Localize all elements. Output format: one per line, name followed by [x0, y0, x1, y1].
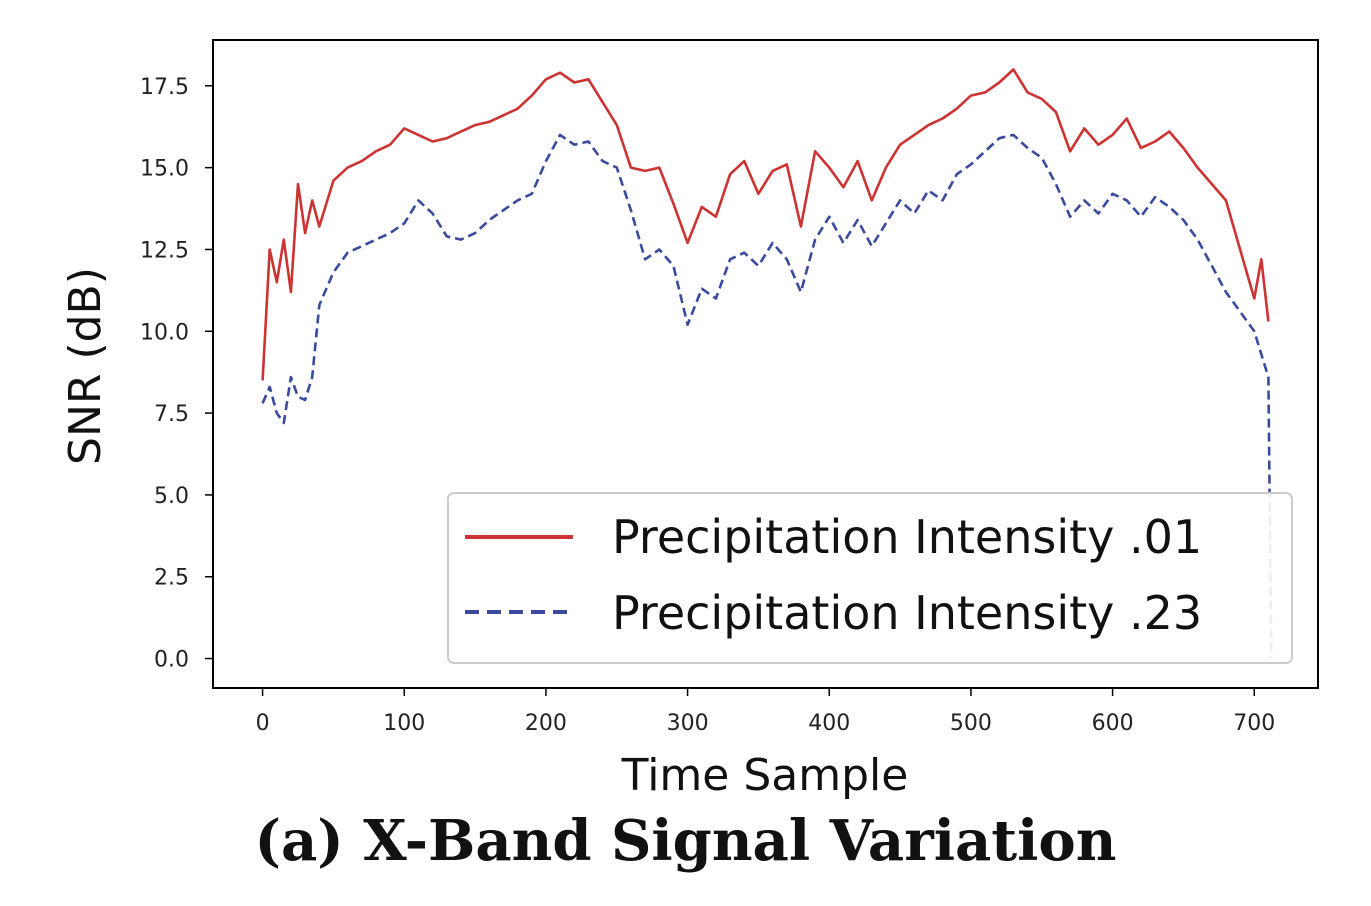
x-tick-label: 500 [950, 711, 992, 736]
x-tick-label: 100 [383, 711, 425, 736]
y-tick-label: 0.0 [154, 648, 189, 673]
y-tick-label: 7.5 [154, 402, 189, 427]
x-tick-label: 400 [808, 711, 850, 736]
y-tick-label: 2.5 [154, 566, 189, 591]
y-tick-label: 15.0 [140, 157, 189, 182]
y-tick-label: 12.5 [140, 238, 189, 263]
y-tick-label: 10.0 [140, 320, 189, 345]
y-tick-label: 17.5 [140, 75, 189, 100]
x-tick-label: 700 [1233, 711, 1275, 736]
x-tick-label: 300 [667, 711, 709, 736]
y-tick-label: 5.0 [154, 484, 189, 509]
legend-box [447, 492, 1293, 664]
x-tick-label: 200 [525, 711, 567, 736]
plot-frame [212, 39, 1319, 689]
x-band-snr-chart: 0 100 200 300 400 500 600 700 0.0 2.5 5.0 7.5 10.0 1… [60, 39, 1319, 801]
x-axis-ticks: 0 100 200 300 400 500 600 700 [256, 688, 1275, 736]
x-tick-label: 600 [1092, 711, 1134, 736]
x-tick-label: 0 [256, 711, 270, 736]
y-axis-title: SNR (dB) [60, 267, 111, 465]
legend: Precipitation Intensity .01 Precipitatio… [447, 492, 1293, 664]
x-axis-title: Time Sample [621, 750, 909, 801]
series-line-intensity-01 [261, 68, 1270, 381]
legend-label-intensity-01: Precipitation Intensity .01 [612, 510, 1202, 564]
legend-label-intensity-23: Precipitation Intensity .23 [612, 586, 1202, 640]
series-layer [261, 68, 1273, 659]
series-line-intensity-23 [261, 133, 1273, 659]
figure-caption: (a) X-Band Signal Variation [254, 808, 1117, 874]
y-axis-ticks: 0.0 2.5 5.0 7.5 10.0 12.5 15.0 17.5 [140, 75, 213, 673]
